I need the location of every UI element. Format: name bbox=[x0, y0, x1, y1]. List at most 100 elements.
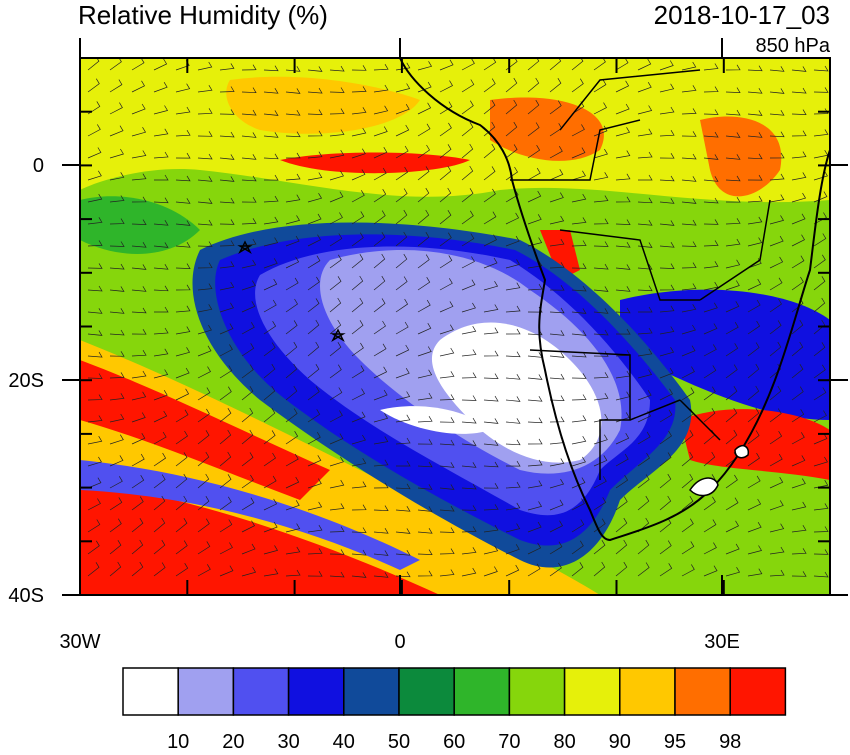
wind-barb bbox=[637, 151, 653, 159]
colorbar-box bbox=[563, 667, 621, 716]
wind-barb bbox=[461, 122, 474, 137]
wind-barb bbox=[197, 564, 211, 577]
wind-barb bbox=[681, 198, 697, 204]
wind-barb bbox=[175, 518, 188, 533]
wind-barb bbox=[241, 474, 254, 489]
wind-barb bbox=[813, 212, 827, 225]
wind-barb bbox=[725, 238, 741, 247]
lesotho-eswatini bbox=[689, 444, 750, 497]
wind-barb bbox=[725, 343, 739, 357]
wind-barb bbox=[417, 461, 433, 468]
wind-barb bbox=[483, 211, 497, 225]
wind-barb bbox=[791, 172, 807, 181]
wind-barb bbox=[285, 194, 301, 203]
wind-barb bbox=[373, 167, 387, 181]
wind-barb bbox=[659, 326, 675, 335]
wind-barb bbox=[791, 409, 805, 423]
wind-barb bbox=[351, 297, 364, 313]
wind-barb bbox=[615, 517, 628, 533]
x-tick-label: 0 bbox=[394, 631, 405, 653]
wind-barb bbox=[747, 320, 761, 335]
wind-barb bbox=[769, 256, 784, 269]
wind-barb bbox=[439, 187, 452, 203]
wind-barb bbox=[153, 369, 169, 379]
wind-barb bbox=[263, 278, 278, 291]
wind-barb bbox=[153, 474, 166, 489]
wind-barb bbox=[153, 82, 168, 93]
wind-barb bbox=[351, 254, 364, 269]
wind-barb bbox=[527, 214, 542, 225]
wind-barb bbox=[637, 285, 653, 292]
wind-barb bbox=[813, 297, 826, 313]
wind-barb bbox=[197, 518, 210, 533]
wind-barb bbox=[131, 80, 145, 93]
wind-barb bbox=[351, 458, 367, 467]
wind-barb bbox=[549, 100, 562, 115]
colorbar-box bbox=[453, 667, 511, 716]
wind-barb bbox=[637, 197, 653, 204]
wind-barb bbox=[307, 255, 321, 269]
wind-barb bbox=[461, 395, 477, 401]
wind-barb bbox=[571, 477, 586, 489]
wind-barb bbox=[87, 285, 103, 292]
wind-barb bbox=[87, 330, 103, 336]
wind-barb bbox=[615, 264, 631, 270]
wind-barb bbox=[175, 152, 191, 159]
wind-barb bbox=[351, 86, 367, 93]
wind-barb bbox=[769, 477, 784, 489]
wind-barb bbox=[285, 173, 301, 181]
wind-barb bbox=[395, 437, 411, 445]
wind-barb bbox=[769, 131, 785, 138]
wind-barb bbox=[417, 416, 433, 423]
wind-barb bbox=[703, 154, 719, 160]
wind-barb bbox=[681, 85, 697, 93]
wind-barb bbox=[439, 80, 453, 93]
wind-barb bbox=[395, 344, 410, 357]
wind-barb bbox=[659, 263, 675, 269]
wind-barb bbox=[175, 347, 191, 357]
wind-barb bbox=[219, 542, 233, 555]
wind-barb bbox=[725, 429, 738, 445]
wind-barb bbox=[747, 110, 763, 116]
wind-barb bbox=[219, 408, 232, 423]
wind-barb bbox=[395, 414, 411, 423]
wind-barb bbox=[131, 173, 147, 181]
wind-barb bbox=[395, 506, 411, 512]
wind-barb bbox=[263, 65, 279, 72]
field-patch bbox=[380, 406, 490, 434]
wind-barb bbox=[219, 176, 235, 182]
wind-barb bbox=[373, 413, 389, 423]
wind-barb bbox=[505, 396, 521, 402]
wind-barb bbox=[395, 124, 410, 137]
wind-barb bbox=[373, 572, 389, 578]
wind-barb bbox=[747, 430, 760, 445]
wind-barb bbox=[549, 307, 565, 314]
wind-barb bbox=[527, 459, 543, 467]
wind-barb bbox=[197, 304, 213, 313]
wind-barb bbox=[813, 549, 829, 555]
wind-barb bbox=[87, 78, 100, 93]
wind-barb bbox=[549, 262, 565, 269]
wind-barb bbox=[681, 108, 697, 115]
wind-barb bbox=[351, 434, 366, 445]
wind-barb bbox=[175, 388, 190, 401]
wind-barb bbox=[747, 237, 763, 247]
wind-barb bbox=[395, 253, 408, 269]
wind-barb bbox=[769, 453, 783, 467]
wind-barb bbox=[285, 152, 301, 159]
colorbar-label: 90 bbox=[609, 731, 631, 750]
wind-barb bbox=[615, 328, 631, 335]
wind-barb bbox=[483, 281, 499, 291]
borders bbox=[510, 69, 771, 480]
wind-barb bbox=[747, 568, 763, 577]
wind-barb bbox=[571, 285, 587, 292]
wind-barb bbox=[395, 166, 409, 181]
wind-barb bbox=[439, 347, 455, 357]
wind-barb bbox=[461, 100, 474, 115]
wind-barb bbox=[263, 174, 279, 181]
wind-barb bbox=[549, 416, 565, 423]
wind-barb bbox=[659, 409, 673, 423]
wind-barb bbox=[87, 498, 101, 511]
wind-barb bbox=[637, 348, 653, 357]
wind-barb bbox=[439, 122, 452, 137]
